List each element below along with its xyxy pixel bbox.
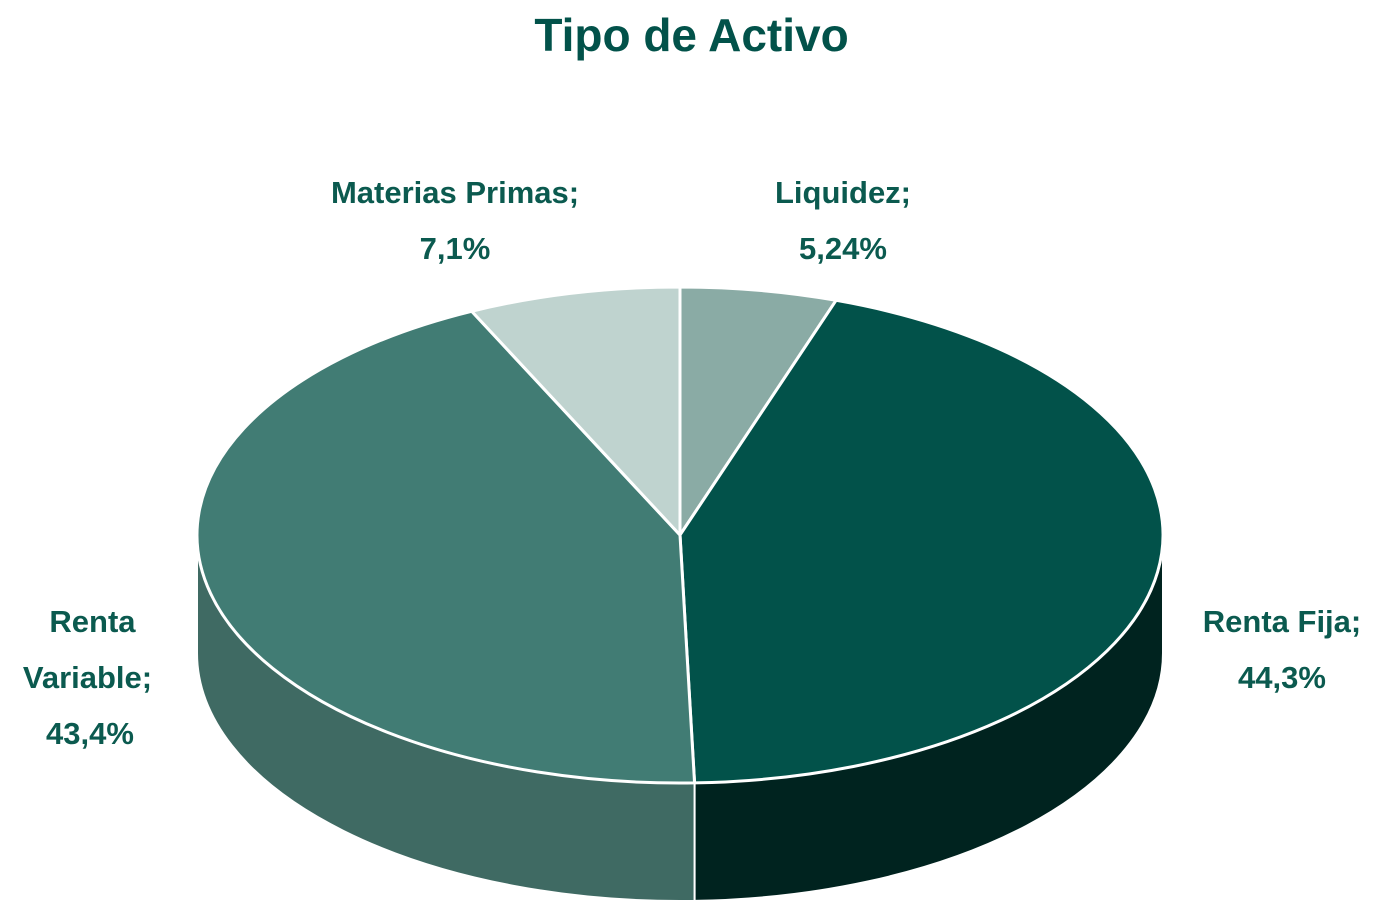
category-label: Liquidez;: [774, 175, 912, 210]
data-label: Renta Fija; 44,3%: [1162, 594, 1383, 706]
slice-top: [195, 309, 697, 785]
slice: [195, 309, 697, 902]
value-label: 5,24%: [799, 231, 887, 266]
slice: [470, 285, 682, 537]
value-label: 7,1%: [419, 231, 491, 266]
category-label: Renta Variable;: [22, 604, 153, 695]
chart-title: Tipo de Activo: [534, 9, 849, 61]
data-label: Renta Variable; 43,4%: [0, 594, 185, 762]
value-label: 44,3%: [1238, 660, 1326, 695]
data-label: Liquidez; 5,24%: [728, 165, 958, 277]
slice: [678, 298, 1165, 902]
category-label: Materias Primas;: [330, 175, 580, 210]
slice-top: [470, 285, 682, 537]
slice: [678, 285, 838, 537]
value-label: 43,4%: [46, 716, 134, 751]
data-label: Materias Primas; 7,1%: [305, 165, 605, 277]
slice-top: [678, 285, 838, 537]
slice-top: [678, 298, 1165, 785]
category-label: Renta Fija;: [1202, 604, 1362, 639]
